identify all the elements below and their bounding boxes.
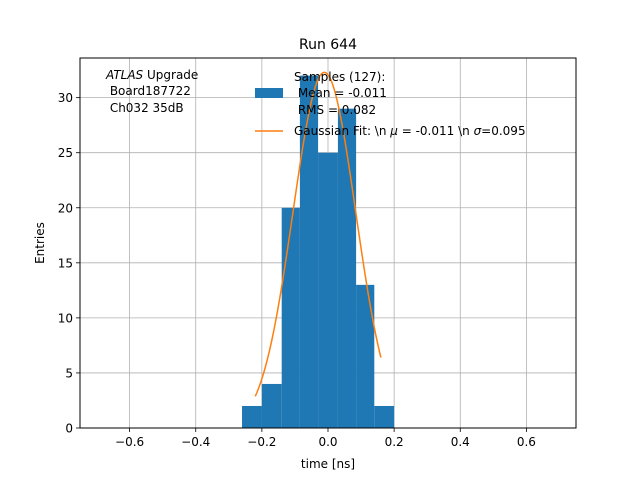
x-axis-ticks: −0.6 −0.4 −0.2 0.0 0.2 0.4 0.6	[115, 428, 536, 449]
y-tick-label: 20	[58, 201, 73, 215]
histogram-bar	[242, 405, 262, 428]
x-tick-label: 0.4	[451, 435, 470, 449]
annotation-line-3: Ch032 35dB	[106, 101, 184, 115]
gaussian-fit-line	[254, 71, 382, 397]
legend-fit-label: Gaussian Fit: \n μ = -0.011 \n σ=0.095	[294, 124, 526, 138]
legend: Samples (127): Mean = -0.011 RMS = 0.082…	[255, 70, 526, 138]
y-tick-label: 25	[58, 146, 73, 160]
legend-samples-swatch	[255, 88, 283, 98]
x-tick-label: 0.6	[517, 435, 536, 449]
legend-fit-text-3: =0.095	[481, 124, 525, 138]
histogram-bar	[299, 75, 319, 428]
annotation-atlas: ATLAS	[105, 68, 144, 82]
y-axis-label: Entries	[33, 222, 47, 264]
y-tick-label: 30	[58, 91, 73, 105]
histogram-bars	[242, 75, 395, 429]
chart-title: Run 644	[299, 37, 357, 53]
x-tick-label: 0.2	[385, 435, 404, 449]
legend-fit-text-2: = -0.011 \n	[398, 124, 474, 138]
x-tick-label: −0.2	[247, 435, 276, 449]
atlas-annotation: ATLAS Upgrade Board187722 Ch032 35dB	[105, 68, 198, 115]
y-tick-label: 0	[65, 422, 73, 436]
x-tick-label: −0.4	[181, 435, 210, 449]
x-tick-label: 0.0	[318, 435, 337, 449]
histogram-bar	[318, 152, 328, 428]
histogram-bar	[328, 152, 338, 428]
histogram-bar	[281, 207, 300, 428]
histogram-bar	[356, 284, 375, 428]
legend-fit-text-1: Gaussian Fit: \n	[294, 124, 390, 138]
legend-samples-line-1: Samples (127):	[294, 70, 385, 84]
y-tick-label: 15	[58, 256, 73, 270]
legend-samples-line-2: Mean = -0.011	[294, 86, 387, 100]
histogram-bar	[261, 383, 282, 428]
x-tick-label: −0.6	[115, 435, 144, 449]
y-tick-label: 10	[58, 311, 73, 325]
histogram-bar	[374, 405, 395, 428]
annotation-line-1: ATLAS Upgrade	[105, 68, 198, 82]
x-axis-label: time [ns]	[301, 457, 355, 471]
y-axis-ticks: 0 5 10 15 20 25 30	[58, 91, 80, 436]
legend-fit-mu: μ	[389, 124, 398, 138]
annotation-upgrade: Upgrade	[143, 68, 198, 82]
legend-samples-line-3: RMS = 0.082	[294, 103, 376, 117]
annotation-line-2: Board187722	[106, 84, 191, 98]
legend-fit-sigma: σ	[474, 124, 482, 138]
y-tick-label: 5	[65, 366, 73, 380]
